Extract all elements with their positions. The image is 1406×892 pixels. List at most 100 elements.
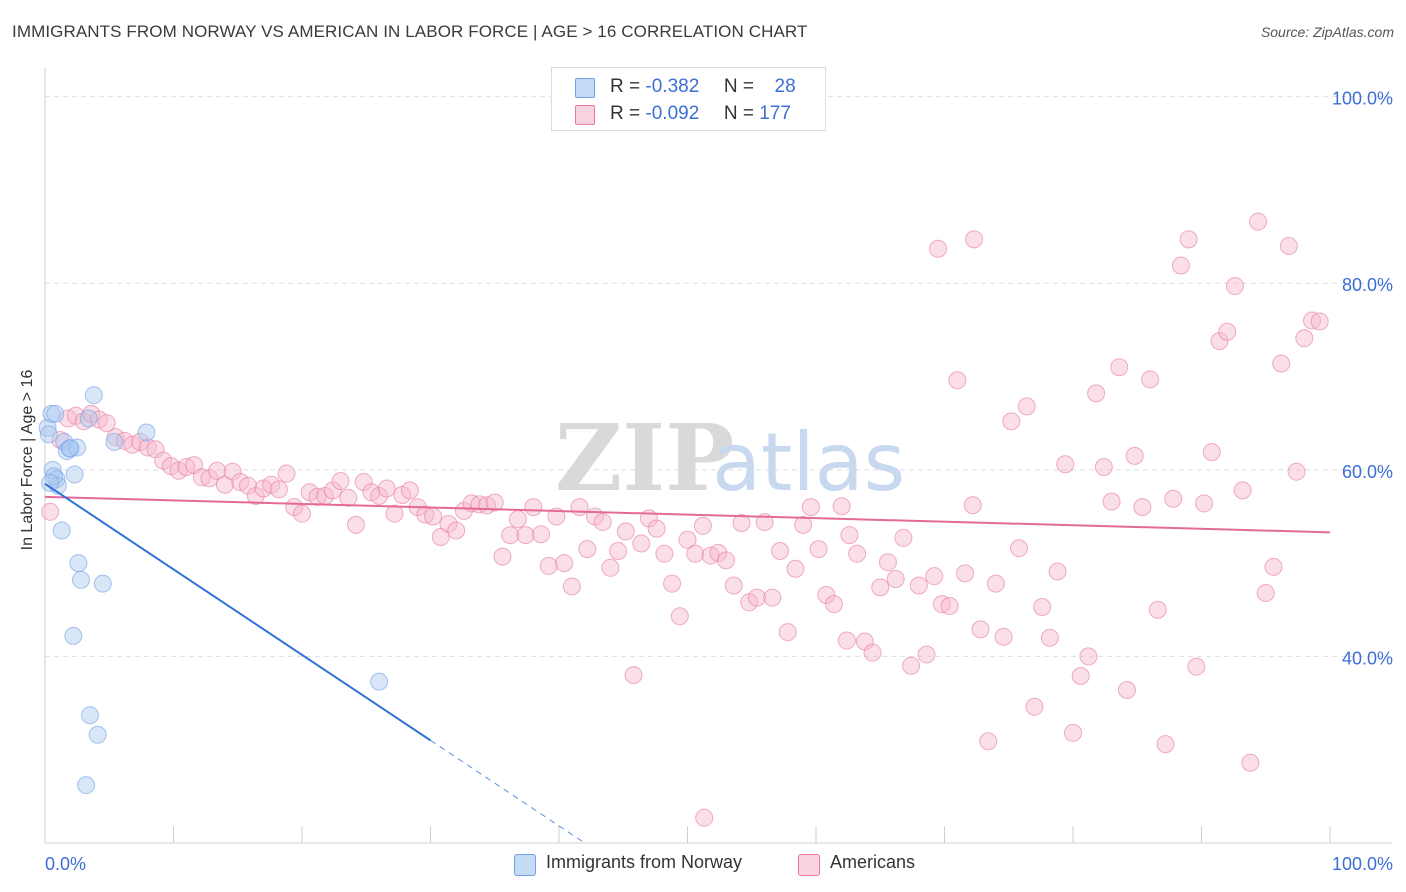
point-norway [77, 776, 96, 795]
point-americans [1249, 212, 1268, 231]
point-americans [1256, 583, 1275, 602]
point-norway [42, 404, 61, 423]
point-americans [663, 574, 682, 593]
point-americans [693, 516, 712, 535]
point-americans [293, 504, 311, 523]
point-americans [1040, 628, 1059, 647]
point-americans [794, 515, 813, 534]
chart-title: IMMIGRANTS FROM NORWAY VS AMERICAN IN LA… [12, 22, 808, 41]
point-americans [1056, 455, 1075, 474]
point-norway [88, 725, 107, 744]
point-americans [570, 498, 589, 517]
point-americans [41, 502, 60, 521]
point-americans [508, 510, 527, 529]
point-americans [377, 479, 396, 498]
point-americans [732, 514, 751, 533]
x-tick-label: 100.0% [1332, 854, 1393, 874]
legend-swatch-americans [575, 105, 595, 125]
point-americans [894, 528, 913, 547]
point-americans [963, 496, 982, 515]
point-norway [60, 439, 79, 458]
point-americans [601, 558, 620, 577]
point-americans [1303, 311, 1322, 330]
point-americans [346, 515, 365, 534]
y-tick-label: 60.0% [1342, 462, 1393, 482]
point-americans [747, 588, 766, 607]
point-americans [516, 526, 535, 545]
point-americans [994, 627, 1013, 646]
point-americans [501, 526, 520, 545]
point-americans [1287, 462, 1306, 481]
gridlines [45, 96, 1392, 657]
point-americans [1233, 481, 1252, 500]
data-points [38, 212, 1329, 827]
source-label: Source: ZipAtlas.com [1260, 24, 1394, 40]
point-norway [65, 465, 84, 484]
point-americans [239, 476, 258, 495]
point-americans [801, 498, 820, 517]
point-americans [1225, 277, 1244, 296]
point-americans [192, 468, 211, 487]
bottom-legend-label-norway: Immigrants from Norway [546, 852, 743, 872]
point-americans [416, 505, 435, 524]
point-americans [979, 732, 998, 751]
point-americans [724, 576, 743, 595]
point-americans [1295, 329, 1314, 348]
point-norway [52, 521, 71, 540]
point-americans [439, 514, 458, 533]
point-americans [1310, 312, 1329, 331]
point-americans [1202, 443, 1221, 462]
point-americans [578, 540, 597, 559]
bottom-legend-swatch-norway [514, 854, 536, 876]
point-americans [986, 574, 1005, 593]
point-americans [932, 595, 951, 614]
point-americans [609, 541, 628, 560]
y-tick-label: 40.0% [1342, 648, 1393, 668]
point-americans [824, 595, 843, 614]
point-americans [948, 371, 967, 390]
point-americans [97, 414, 116, 433]
x-tick-label: 0.0% [45, 854, 86, 874]
point-norway [71, 570, 90, 589]
point-americans [493, 547, 512, 566]
point-norway [64, 626, 83, 645]
point-americans [246, 486, 265, 505]
point-americans [485, 493, 504, 512]
point-norway [69, 554, 88, 573]
point-norway [80, 706, 99, 725]
tick-labels: 40.0% 60.0% 80.0% 100.0% 0.0% 100.0% [45, 89, 1393, 874]
point-americans [670, 607, 689, 626]
point-americans [1241, 753, 1260, 772]
point-americans [1025, 697, 1044, 716]
point-americans [1117, 681, 1136, 699]
point-americans [1125, 446, 1144, 465]
bottom-legend-swatch-americans [798, 854, 820, 876]
legend-r-value: -0.092 [645, 103, 700, 124]
point-americans [1156, 735, 1175, 754]
trend-line-americans [44, 495, 1331, 534]
point-americans [763, 588, 782, 607]
point-americans [447, 521, 466, 540]
point-americans [1064, 723, 1082, 742]
point-americans [709, 543, 728, 562]
point-americans [678, 530, 697, 549]
point-americans [909, 576, 928, 595]
point-americans [647, 519, 666, 538]
point-americans [400, 481, 419, 500]
point-norway [38, 418, 57, 437]
legend-n-label: N = [723, 103, 754, 124]
point-americans [616, 522, 635, 541]
trend-line-norway-extension [430, 739, 585, 844]
point-americans [593, 513, 612, 532]
point-norway [41, 473, 60, 492]
point-americans [1017, 397, 1036, 416]
legend-swatch-norway [575, 78, 595, 98]
point-americans [1110, 358, 1129, 377]
point-americans [208, 461, 227, 480]
point-americans [138, 438, 157, 457]
point-americans [848, 544, 867, 563]
stats-legend: R = -0.382 N = 28 R = -0.092 N = 177 [551, 67, 826, 131]
trend-line-norway [44, 482, 432, 742]
point-americans [1048, 562, 1067, 581]
